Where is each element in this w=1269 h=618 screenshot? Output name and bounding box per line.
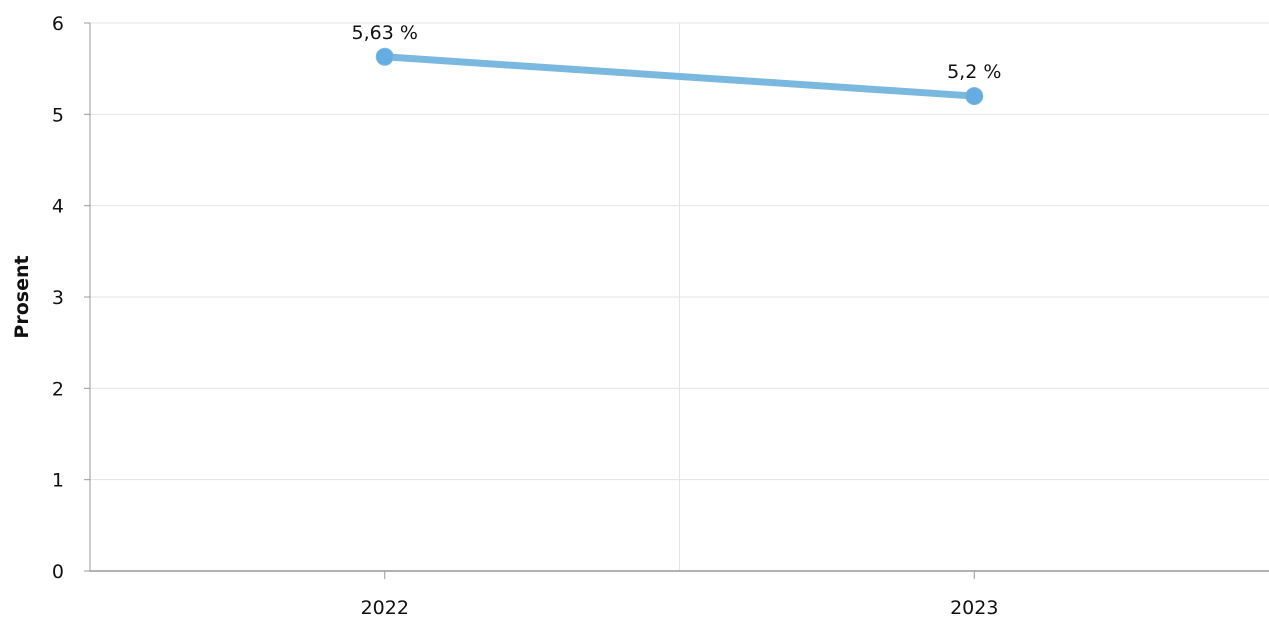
grid-lines [90,22,1269,571]
x-tick-label: 2023 [950,597,998,618]
data-label: 5,63 % [352,22,418,44]
data-point [375,47,394,66]
series-line [381,53,978,100]
y-tick-label: 0 [52,561,64,583]
y-tick-label: 5 [52,104,64,126]
y-tick-label: 4 [52,196,64,218]
y-tick-label: 1 [52,470,64,492]
series-layer [375,47,984,106]
data-label: 5,2 % [947,61,1001,83]
axes: 0 1 2 3 4 5 6 2022 2023 [52,13,1269,618]
y-tick-label: 3 [52,287,64,309]
y-axis-title: Prosent [11,255,33,338]
data-labels: 5,63 % 5,2 % [352,22,1002,83]
y-tick-label: 2 [52,378,64,400]
x-tick-label: 2022 [361,597,409,618]
y-tick-label: 6 [52,13,64,35]
data-point [965,87,984,106]
